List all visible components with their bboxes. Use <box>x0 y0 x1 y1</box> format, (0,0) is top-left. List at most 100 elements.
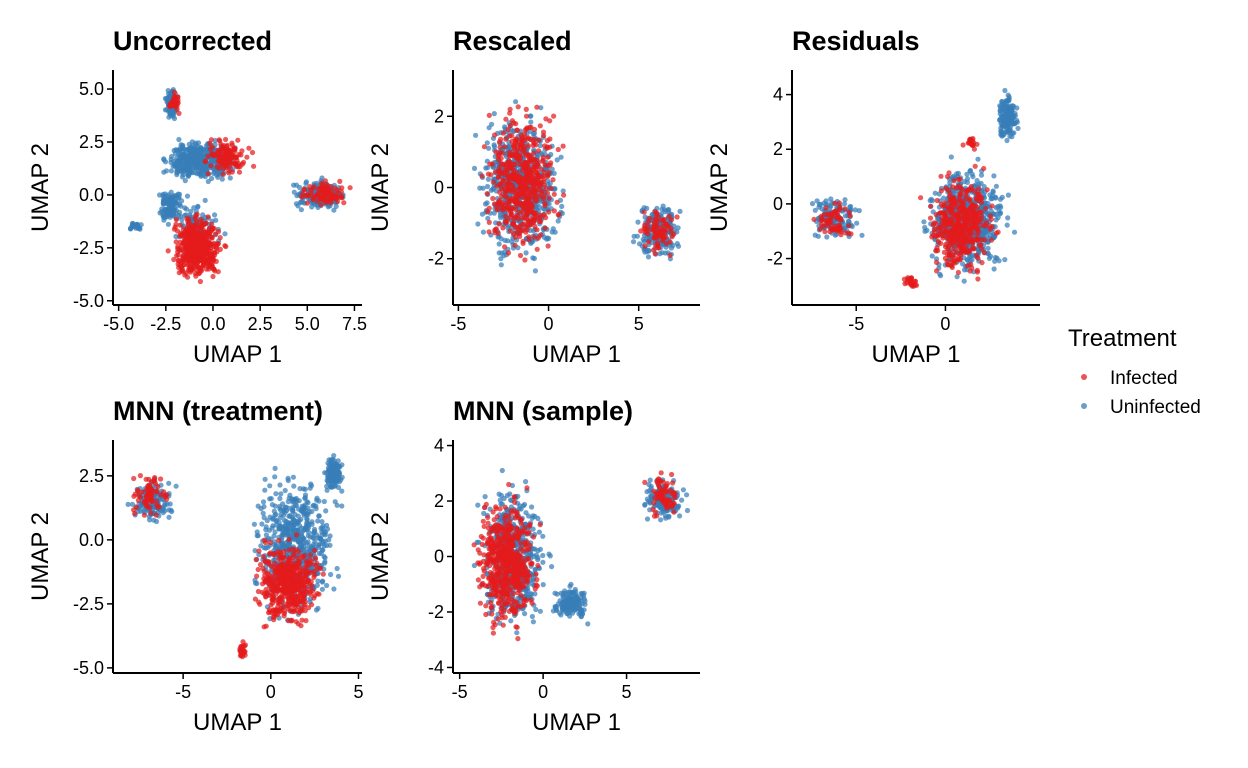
point <box>162 215 168 221</box>
point <box>963 244 969 250</box>
y-tick-label: -2.5 <box>73 238 104 258</box>
point <box>510 220 517 227</box>
point <box>934 268 940 274</box>
point <box>964 257 970 263</box>
point <box>999 98 1005 105</box>
point <box>536 137 542 143</box>
point <box>545 154 551 160</box>
point <box>505 127 511 133</box>
point <box>555 146 561 153</box>
point <box>330 192 337 198</box>
point <box>533 166 539 172</box>
point <box>541 195 547 202</box>
point <box>480 229 486 235</box>
point <box>301 187 307 193</box>
point <box>502 193 508 199</box>
point <box>335 573 342 579</box>
x-tick-label: 5 <box>634 314 644 334</box>
point <box>524 227 530 233</box>
point <box>1014 105 1020 111</box>
point <box>505 185 511 191</box>
point <box>240 159 247 165</box>
point <box>561 192 567 198</box>
point <box>528 175 534 181</box>
point <box>179 143 185 149</box>
point <box>934 197 940 204</box>
point <box>635 219 641 225</box>
point <box>498 262 504 268</box>
point <box>531 216 538 222</box>
point <box>514 224 520 230</box>
point <box>979 260 985 266</box>
point <box>832 200 838 206</box>
panel-title: Uncorrected <box>113 26 272 56</box>
point <box>1005 215 1011 221</box>
point <box>538 105 544 111</box>
point <box>168 156 174 162</box>
point <box>193 165 199 171</box>
point <box>291 182 297 188</box>
point <box>945 235 951 242</box>
point <box>347 185 353 191</box>
point <box>221 143 227 149</box>
point <box>210 273 216 280</box>
point <box>1015 125 1021 131</box>
point <box>554 157 560 163</box>
point <box>497 144 503 150</box>
point <box>975 156 981 162</box>
point <box>934 259 940 265</box>
point <box>322 178 328 184</box>
point <box>205 153 211 159</box>
point <box>494 183 500 189</box>
point <box>550 177 556 183</box>
point <box>189 251 195 257</box>
point <box>537 123 543 129</box>
point <box>339 193 345 200</box>
point <box>551 170 557 176</box>
point <box>966 186 972 192</box>
point <box>504 204 510 210</box>
point <box>555 218 561 224</box>
point <box>941 249 948 255</box>
point <box>131 223 137 229</box>
point <box>188 232 194 238</box>
point <box>185 218 191 224</box>
point <box>938 273 944 279</box>
point <box>503 164 509 170</box>
point <box>484 191 490 197</box>
point <box>983 205 989 211</box>
point <box>507 110 513 116</box>
point <box>1005 92 1011 98</box>
point <box>995 204 1001 210</box>
point <box>169 208 175 214</box>
point <box>968 261 974 268</box>
point <box>526 152 532 158</box>
point <box>531 150 537 156</box>
point <box>202 158 208 164</box>
point <box>486 125 492 131</box>
point <box>535 235 541 241</box>
series-infected <box>811 136 1001 289</box>
point <box>547 136 553 142</box>
point <box>193 157 199 163</box>
point <box>171 226 177 232</box>
point <box>528 119 534 125</box>
series-uninfected <box>127 87 346 254</box>
point <box>323 508 329 514</box>
point <box>533 180 539 186</box>
point <box>183 206 190 212</box>
point <box>540 129 547 135</box>
point <box>645 254 652 260</box>
point <box>525 135 532 141</box>
scatter-points <box>127 87 353 285</box>
point <box>183 252 190 258</box>
point <box>944 173 951 180</box>
point <box>328 571 334 578</box>
point <box>295 203 301 209</box>
point <box>209 175 215 182</box>
point <box>812 207 818 213</box>
point <box>212 137 218 144</box>
panel-1: Uncorrected-5.0 -2.5 0.0 2.5 5.0 7.5-5.0-2.50… <box>27 26 367 368</box>
point <box>173 239 179 245</box>
point <box>519 221 525 228</box>
